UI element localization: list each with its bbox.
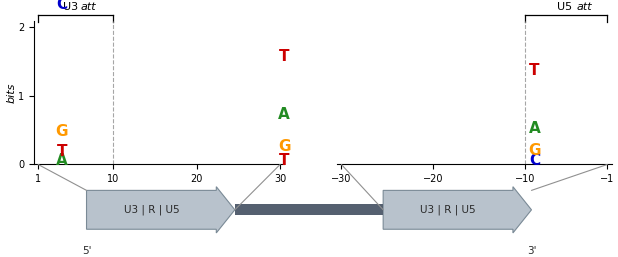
- Polygon shape: [87, 187, 235, 233]
- Text: A: A: [528, 121, 541, 136]
- Text: C: C: [56, 0, 67, 12]
- Text: att: att: [576, 2, 591, 12]
- Text: 3': 3': [527, 246, 536, 256]
- Text: T: T: [57, 144, 67, 159]
- Polygon shape: [383, 187, 531, 233]
- Text: T: T: [279, 49, 289, 64]
- Bar: [235, 204, 383, 215]
- Text: U3 | R | U5: U3 | R | U5: [124, 205, 179, 215]
- Text: U5: U5: [557, 2, 575, 12]
- Y-axis label: bits: bits: [7, 82, 17, 103]
- Text: 5': 5': [82, 246, 91, 256]
- Text: T: T: [530, 63, 540, 78]
- Text: U3 | R | U5: U3 | R | U5: [420, 205, 476, 215]
- Text: T: T: [279, 153, 289, 168]
- Text: att: att: [81, 2, 96, 12]
- Text: A: A: [56, 153, 68, 168]
- Text: U3: U3: [63, 2, 82, 12]
- Text: G: G: [56, 124, 68, 139]
- Text: G: G: [278, 139, 290, 154]
- Text: C: C: [529, 153, 540, 168]
- Text: A: A: [278, 107, 290, 122]
- Text: G: G: [528, 143, 541, 158]
